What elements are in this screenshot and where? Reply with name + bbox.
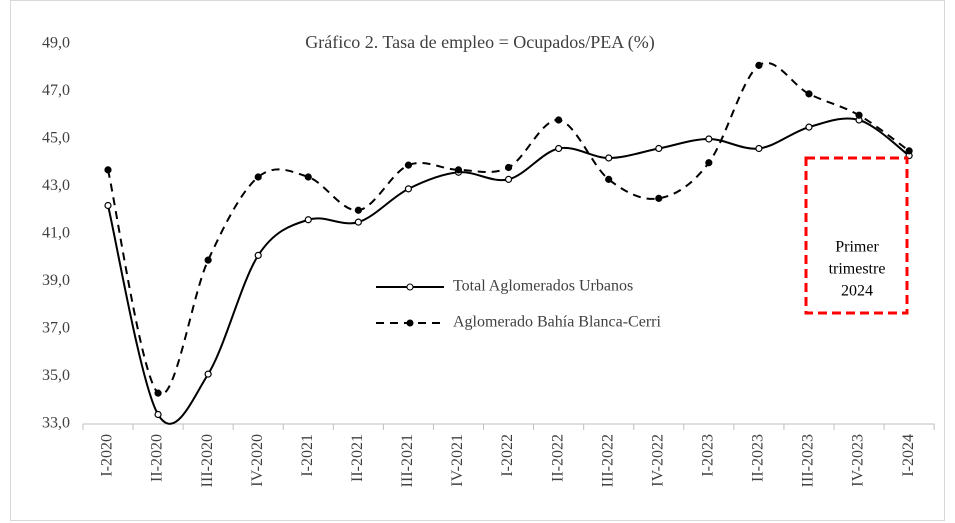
data-point — [304, 173, 312, 181]
x-tick-label: III-2022 — [599, 434, 616, 487]
y-tick-label: 37,0 — [42, 320, 70, 337]
data-point — [504, 163, 513, 172]
data-point — [555, 116, 563, 124]
annotation-text: Primer — [835, 239, 879, 256]
data-point — [755, 144, 763, 153]
annotation-text: 2024 — [841, 283, 873, 300]
legend-marker — [406, 283, 414, 291]
data-point — [354, 206, 362, 214]
y-tick-label: 39,0 — [42, 272, 70, 289]
data-point — [805, 123, 813, 131]
x-tick-label: IV-2022 — [649, 434, 666, 487]
x-tick-label: III-2021 — [399, 434, 416, 487]
x-tick-label: I-2020 — [99, 434, 116, 477]
x-tick-label: I-2023 — [700, 434, 717, 477]
y-tick-label: 43,0 — [42, 177, 70, 194]
x-tick-label: IV-2023 — [850, 434, 867, 487]
annotation-text: trimestre — [829, 261, 886, 278]
x-tick-label: III-2023 — [800, 434, 817, 487]
x-tick-label: I-2022 — [499, 434, 516, 477]
legend-label: Total Aglomerados Urbanos — [453, 278, 633, 295]
data-point — [404, 161, 413, 169]
data-point — [655, 194, 663, 202]
data-point — [254, 173, 262, 181]
y-tick-label: 49,0 — [42, 35, 70, 52]
x-tick-label: IV-2021 — [449, 434, 466, 487]
y-tick-label: 33,0 — [42, 415, 70, 432]
legend-marker — [406, 319, 414, 327]
y-tick-label: 47,0 — [42, 82, 70, 99]
data-point — [555, 144, 563, 153]
x-tick-label: III-2020 — [199, 434, 216, 487]
chart-border — [10, 0, 945, 521]
data-point — [705, 135, 713, 143]
data-point — [504, 175, 513, 183]
legend-label: Aglomerado Bahía Blanca-Cerri — [453, 314, 661, 331]
y-tick-label: 41,0 — [42, 225, 70, 242]
data-point — [755, 61, 763, 69]
data-point — [404, 185, 413, 193]
x-tick-label: IV-2020 — [249, 434, 266, 487]
data-point — [705, 159, 713, 167]
data-point — [104, 201, 112, 210]
data-point — [154, 389, 162, 397]
data-point — [204, 256, 212, 264]
data-point — [254, 251, 262, 259]
x-tick-label: II-2021 — [349, 434, 366, 482]
data-point — [855, 111, 863, 119]
data-point — [204, 370, 212, 378]
x-tick-label: II-2020 — [149, 434, 166, 482]
x-tick-label: II-2022 — [549, 434, 566, 482]
x-tick-label: II-2023 — [750, 434, 767, 482]
data-point — [454, 166, 463, 174]
data-point — [154, 410, 162, 419]
annotation-box — [804, 156, 909, 315]
data-point — [805, 90, 813, 98]
data-point — [655, 144, 663, 153]
data-point — [605, 154, 613, 162]
x-tick-label: I-2021 — [299, 434, 316, 477]
data-point — [354, 218, 362, 226]
y-tick-label: 35,0 — [42, 367, 70, 384]
y-tick-label: 45,0 — [42, 130, 70, 147]
data-point — [104, 166, 112, 174]
chart-title: Gráfico 2. Tasa de empleo = Ocupados/PEA… — [305, 32, 654, 53]
x-tick-label: I-2024 — [900, 434, 917, 477]
data-point — [905, 147, 913, 155]
data-point — [304, 216, 312, 224]
data-point — [605, 175, 613, 183]
